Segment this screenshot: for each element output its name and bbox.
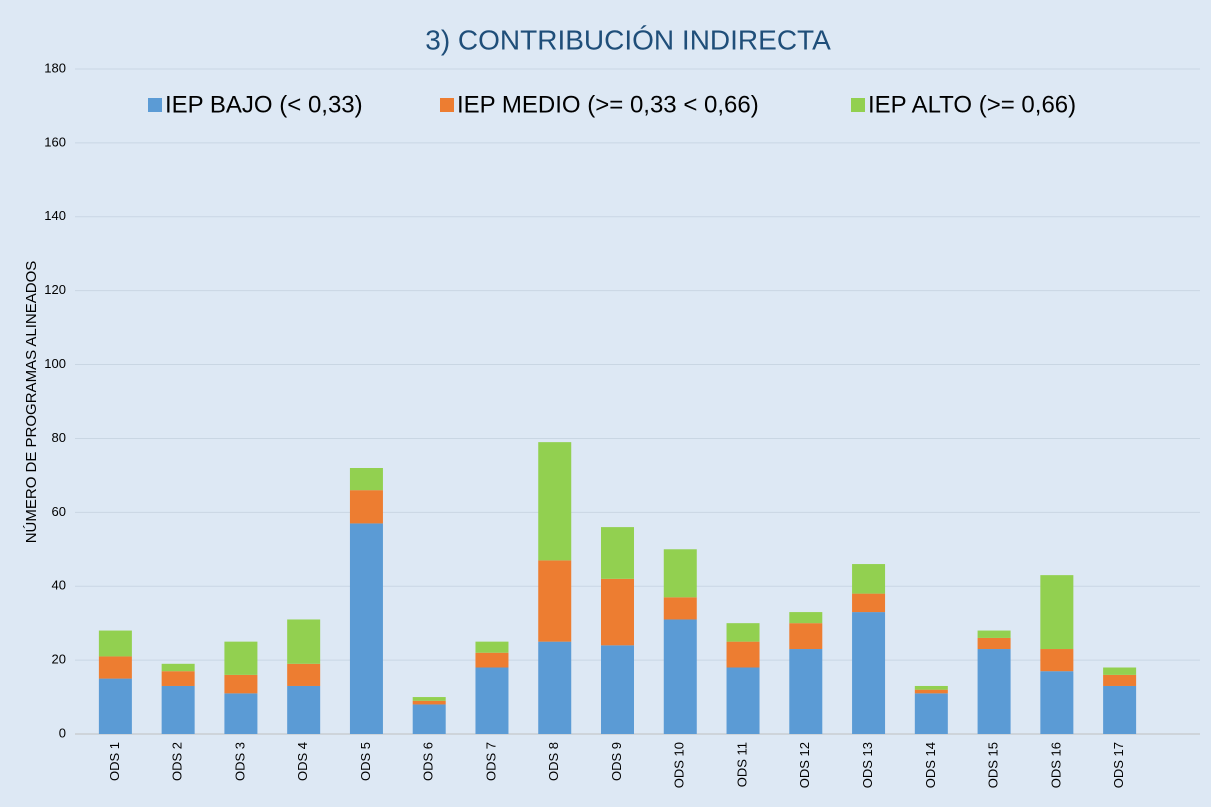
- bar-segment: [412, 704, 446, 734]
- bar-segment: [224, 693, 258, 734]
- bar-segment: [663, 597, 697, 620]
- y-tick-label: 20: [52, 652, 66, 667]
- x-tick-label: ODS 15: [986, 742, 1001, 788]
- y-axis-label: NÚMERO DE PROGRAMAS ALINEADOS: [23, 261, 40, 544]
- bar-segment: [726, 667, 760, 734]
- x-tick-label: ODS 14: [923, 742, 938, 788]
- bar-segment: [538, 641, 572, 734]
- bar-segment: [412, 697, 446, 701]
- x-tick-label: ODS 2: [170, 742, 185, 781]
- bar-segment: [98, 630, 132, 657]
- y-tick-label: 180: [44, 60, 66, 75]
- bar-segment: [1040, 671, 1074, 734]
- bar-segment: [601, 645, 634, 734]
- bar-segment: [726, 623, 760, 642]
- bar-segment: [287, 685, 321, 734]
- x-tick-label: ODS 7: [483, 742, 498, 781]
- chart-title: 3) CONTRIBUCIÓN INDIRECTA: [425, 24, 831, 55]
- x-tick-label: ODS 16: [1048, 742, 1063, 788]
- bar-segment: [1103, 667, 1137, 675]
- y-tick-label: 80: [52, 430, 66, 445]
- bar-segment: [98, 678, 132, 734]
- bar-segment: [475, 667, 509, 734]
- legend-label: IEP ALTO (>= 0,66): [868, 91, 1076, 118]
- y-tick-label: 140: [44, 208, 66, 223]
- bar-segment: [789, 649, 823, 734]
- bar-segment: [977, 637, 1011, 650]
- x-tick-label: ODS 6: [421, 742, 436, 781]
- bar-segment: [161, 663, 195, 672]
- x-tick-label: ODS 13: [860, 742, 875, 788]
- bar-segment: [914, 693, 948, 734]
- bar-segment: [1040, 649, 1074, 672]
- y-tick-label: 120: [44, 282, 66, 297]
- x-tick-label: ODS 8: [546, 742, 561, 781]
- x-tick-label: ODS 12: [797, 742, 812, 788]
- bar-segment: [1103, 685, 1137, 734]
- bar-segment: [726, 641, 760, 668]
- bar-segment: [789, 612, 823, 624]
- bar-segment: [412, 700, 446, 705]
- x-tick-label: ODS 17: [1111, 742, 1126, 788]
- x-tick-label: ODS 11: [734, 742, 749, 787]
- bar-segment: [161, 685, 195, 734]
- y-tick-label: 60: [52, 504, 66, 519]
- bar-segment: [852, 612, 886, 734]
- bar-segment: [663, 619, 697, 734]
- bar-segment: [977, 630, 1011, 638]
- bar-segment: [224, 641, 258, 675]
- bar-segment: [349, 468, 383, 491]
- bar-segment: [852, 564, 886, 594]
- bar-segment: [914, 689, 948, 694]
- y-tick-label: 160: [44, 134, 66, 149]
- bar-segment: [538, 560, 572, 642]
- bar-segment: [663, 549, 697, 598]
- y-tick-label: 100: [44, 356, 66, 371]
- legend-swatch: [148, 98, 162, 112]
- bar-segment: [852, 593, 886, 613]
- bar-segment: [349, 523, 383, 734]
- bar-segment: [287, 619, 321, 664]
- bar-segment: [349, 490, 383, 524]
- legend-swatch: [440, 98, 454, 112]
- bar-segment: [601, 527, 634, 579]
- y-tick-label: 0: [59, 725, 66, 740]
- bar-segment: [475, 641, 509, 653]
- bar-segment: [161, 671, 195, 686]
- x-tick-label: ODS 4: [295, 742, 310, 781]
- bar-segment: [789, 623, 823, 650]
- bar-segment: [224, 674, 258, 694]
- x-tick-label: ODS 10: [672, 742, 687, 788]
- bar-segment: [1040, 575, 1074, 650]
- bar-segment: [98, 656, 132, 679]
- x-tick-label: ODS 3: [232, 742, 247, 781]
- x-tick-label: ODS 5: [358, 742, 373, 781]
- legend-swatch: [851, 98, 865, 112]
- legend-label: IEP MEDIO (>= 0,33 < 0,66): [457, 91, 759, 118]
- bar-segment: [914, 685, 948, 690]
- bar-segment: [475, 652, 509, 668]
- bar-segment: [287, 663, 321, 686]
- bar-segment: [538, 442, 572, 561]
- bar-segment: [601, 578, 634, 646]
- bar-segment: [1103, 674, 1137, 686]
- y-tick-label: 40: [52, 578, 66, 593]
- x-tick-label: ODS 1: [107, 742, 122, 781]
- bar-segment: [977, 649, 1011, 734]
- x-tick-label: ODS 9: [609, 742, 624, 781]
- legend-label: IEP BAJO (< 0,33): [165, 91, 363, 118]
